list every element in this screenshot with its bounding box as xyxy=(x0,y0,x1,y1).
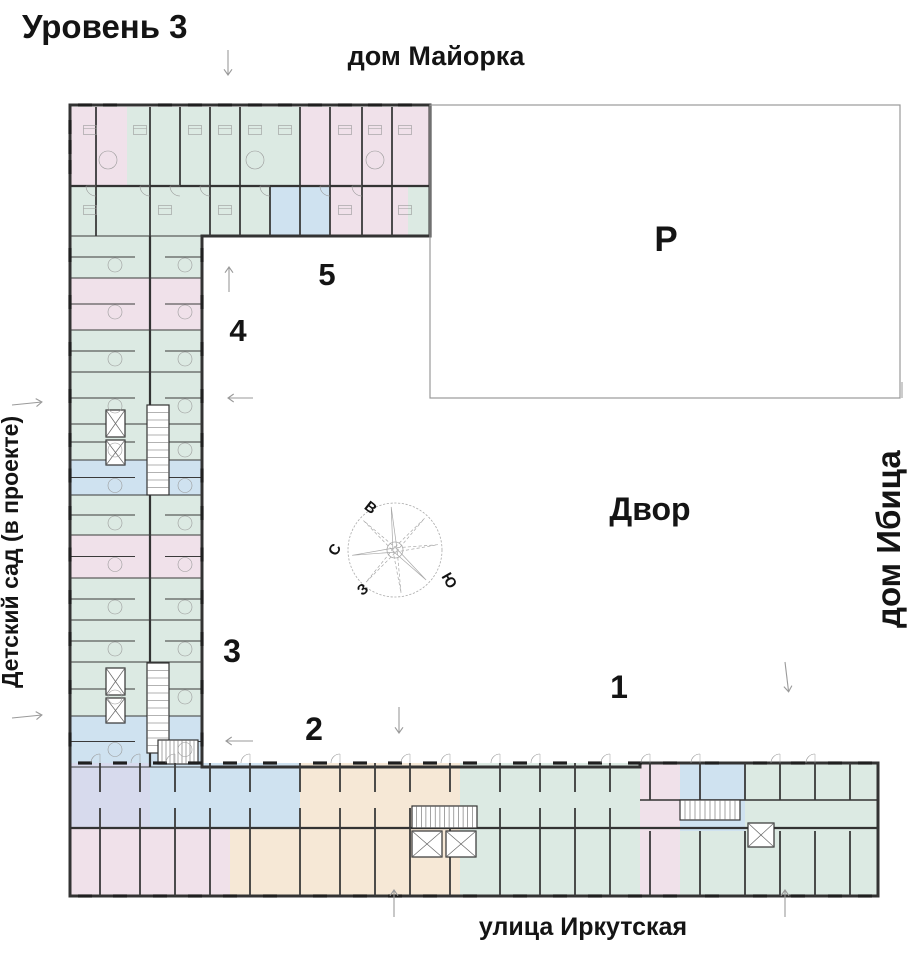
svg-text:3: 3 xyxy=(223,633,241,669)
svg-text:1: 1 xyxy=(610,669,628,705)
svg-text:дом Ибица: дом Ибица xyxy=(870,450,907,628)
svg-text:5: 5 xyxy=(318,257,335,292)
svg-text:Уровень 3: Уровень 3 xyxy=(22,8,188,45)
svg-text:дом Майорка: дом Майорка xyxy=(348,41,526,71)
svg-text:4: 4 xyxy=(229,313,247,348)
svg-text:Детский сад (в проекте): Детский сад (в проекте) xyxy=(0,416,23,688)
svg-text:Р: Р xyxy=(654,220,677,259)
svg-text:улица Иркутская: улица Иркутская xyxy=(479,913,687,941)
svg-text:Двор: Двор xyxy=(609,491,690,527)
svg-text:2: 2 xyxy=(305,711,323,747)
